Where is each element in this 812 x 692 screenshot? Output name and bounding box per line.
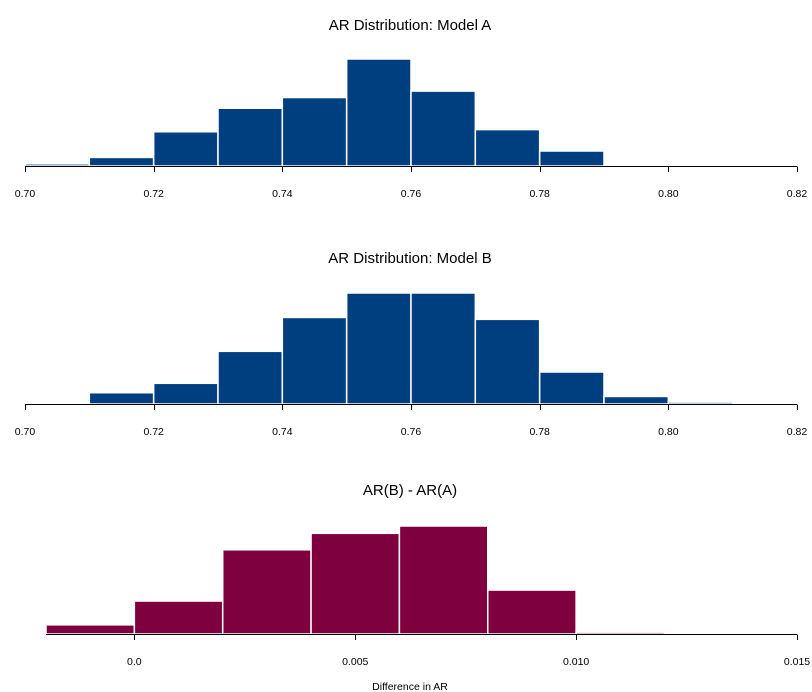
histogram-bar [474,318,541,405]
histogram-bar [217,350,284,405]
x-tick-label: 0.78 [529,188,550,200]
histogram-bar [538,371,605,405]
histogram-bar [410,292,477,405]
histogram-bar [24,163,91,167]
histogram-bar [152,382,219,405]
x-tick-label: 0.70 [15,426,36,438]
histogram-bar [398,525,489,635]
histogram-bar [575,631,666,635]
histogram-bar [487,589,577,635]
histogram-bar [310,532,401,635]
x-tick-label: 0.76 [401,188,422,200]
x-tick-label: 0.80 [658,188,679,200]
x-tick-label: 0.005 [342,656,368,668]
x-tick-label: 0.80 [658,426,679,438]
x-ticks-model-b: 0.70 0.72 0.74 0.76 0.78 0.80 0.82 [15,404,808,438]
bars-model-b [88,292,734,405]
x-axis-label: Difference in AR [372,681,448,692]
histogram-bar [281,316,348,405]
panel-model-b: AR Distribution: Model B 0.70 0.72 0.74 0.7… [15,250,808,438]
x-tick-label: 0.70 [15,188,36,200]
histogram-bar [603,395,670,405]
histogram-bar [345,292,412,405]
histogram-bar [667,401,734,405]
histogram-bar [345,58,412,167]
x-tick-label: 0.82 [787,426,808,438]
histogram-bar [88,156,155,167]
x-tick-label: 0.76 [401,426,422,438]
histogram-bar [45,624,136,635]
panel-difference: AR(B) - AR(A) 0.0 0.005 0.010 0.015 Differe… [45,482,810,692]
histogram-bar [474,128,541,167]
x-tick-label: 0.82 [787,188,808,200]
x-ticks-model-a: 0.70 0.72 0.74 0.76 0.78 0.80 0.82 [15,166,808,200]
chart-title: AR Distribution: Model B [328,250,491,267]
histogram-bar [133,600,224,635]
x-tick-label: 0.72 [143,188,164,200]
bars-model-a [24,58,670,167]
chart-title: AR(B) - AR(A) [363,482,457,499]
histogram-bar [538,150,605,167]
x-ticks-difference: 0.0 0.005 0.010 0.015 [127,634,810,668]
histogram-bar [217,107,284,167]
x-tick-label: 0.74 [272,426,293,438]
x-tick-label: 0.78 [529,426,550,438]
x-tick-label: 0.72 [143,426,164,438]
histogram-bar [88,391,155,405]
x-tick-label: 0.015 [784,656,810,668]
bars-difference [45,525,666,635]
x-tick-label: 0.0 [127,656,142,668]
histogram-bar [603,164,670,167]
panel-model-a: AR Distribution: Model A 0.70 0.72 0.74 0.7… [15,17,808,200]
histogram-bar [152,131,219,167]
chart-title: AR Distribution: Model A [329,17,492,34]
histogram-bar [410,90,477,167]
x-tick-label: 0.74 [272,188,293,200]
histogram-bar [281,96,348,167]
histogram-bar [221,549,312,635]
x-tick-label: 0.010 [563,656,589,668]
